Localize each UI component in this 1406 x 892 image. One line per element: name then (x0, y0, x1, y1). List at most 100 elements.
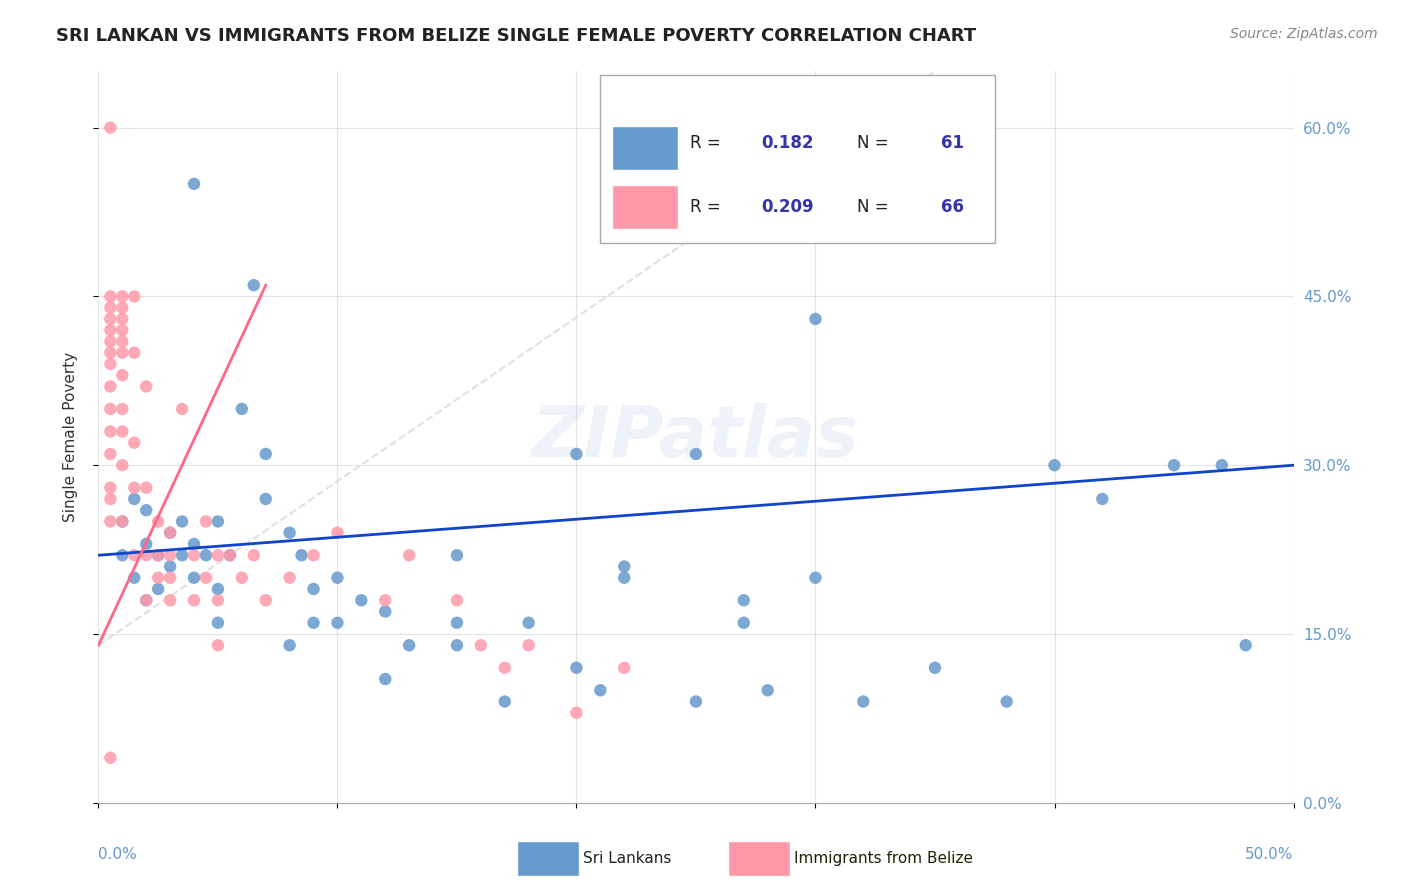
Point (111, 425, 134, 439)
Point (183, 177, 205, 191)
Point (183, 548, 205, 562)
Text: R =: R = (690, 134, 725, 152)
Y-axis label: Single Female Poverty: Single Female Poverty (63, 352, 77, 522)
Point (494, 694, 516, 708)
Text: R =: R = (690, 198, 725, 216)
Point (183, 571, 205, 585)
Point (135, 593, 157, 607)
Point (98, 447, 122, 461)
Point (565, 447, 588, 461)
Point (613, 559, 636, 574)
Point (733, 593, 755, 607)
Point (148, 548, 170, 562)
Point (326, 615, 349, 630)
Point (278, 571, 301, 585)
Point (219, 548, 242, 562)
Point (446, 615, 468, 630)
Point (613, 661, 636, 675)
Point (446, 638, 468, 652)
Point (254, 593, 277, 607)
Point (111, 401, 134, 416)
Point (148, 582, 170, 596)
Point (398, 548, 420, 562)
Point (135, 503, 157, 517)
Point (291, 548, 314, 562)
Point (98, 312, 122, 326)
Point (124, 289, 146, 303)
Point (98, 491, 122, 506)
Point (207, 548, 229, 562)
Point (207, 615, 229, 630)
Point (111, 345, 134, 359)
Point (995, 694, 1018, 708)
Point (159, 548, 181, 562)
Text: ZIPatlas: ZIPatlas (533, 402, 859, 472)
Text: Immigrants from Belize: Immigrants from Belize (794, 852, 973, 866)
Point (135, 481, 157, 495)
Point (111, 515, 134, 529)
Point (589, 683, 612, 698)
Point (172, 515, 194, 529)
Point (446, 593, 468, 607)
Point (183, 537, 205, 551)
Point (159, 593, 181, 607)
Point (374, 672, 396, 686)
Point (111, 312, 134, 326)
Text: 66: 66 (941, 198, 965, 216)
Point (494, 661, 516, 675)
Point (135, 379, 157, 393)
Point (374, 605, 396, 619)
Point (98, 323, 122, 337)
Point (124, 491, 146, 506)
Point (756, 683, 779, 698)
Point (111, 548, 134, 562)
Point (98, 289, 122, 303)
Point (685, 694, 707, 708)
Point (254, 491, 277, 506)
Text: 0.0%: 0.0% (98, 847, 138, 862)
Point (194, 515, 218, 529)
Point (172, 548, 194, 562)
Point (124, 548, 146, 562)
Point (924, 661, 946, 675)
Point (243, 278, 266, 293)
Point (111, 515, 134, 529)
Point (98, 334, 122, 349)
Text: 50.0%: 50.0% (1246, 847, 1294, 862)
Point (207, 582, 229, 596)
Text: Sri Lankans: Sri Lankans (583, 852, 672, 866)
Point (194, 571, 218, 585)
Point (98, 120, 122, 135)
Text: SRI LANKAN VS IMMIGRANTS FROM BELIZE SINGLE FEMALE POVERTY CORRELATION CHART: SRI LANKAN VS IMMIGRANTS FROM BELIZE SIN… (56, 27, 976, 45)
Point (1163, 458, 1185, 473)
Point (98, 515, 122, 529)
Point (124, 481, 146, 495)
Point (517, 638, 540, 652)
Point (231, 571, 253, 585)
Point (1091, 491, 1114, 506)
Point (148, 571, 170, 585)
Point (98, 401, 122, 416)
Point (207, 593, 229, 607)
Point (135, 548, 157, 562)
Point (111, 334, 134, 349)
Point (159, 525, 181, 540)
Point (124, 571, 146, 585)
Point (565, 661, 588, 675)
Point (326, 571, 349, 585)
Point (278, 525, 301, 540)
FancyBboxPatch shape (613, 185, 678, 228)
Point (148, 515, 170, 529)
Point (1211, 458, 1233, 473)
Point (374, 593, 396, 607)
Point (172, 401, 194, 416)
Point (685, 447, 707, 461)
Point (1043, 458, 1066, 473)
Point (124, 345, 146, 359)
Point (159, 571, 181, 585)
Point (398, 638, 420, 652)
Text: 0.182: 0.182 (762, 134, 814, 152)
Point (207, 515, 229, 529)
Point (302, 582, 325, 596)
Point (852, 694, 875, 708)
